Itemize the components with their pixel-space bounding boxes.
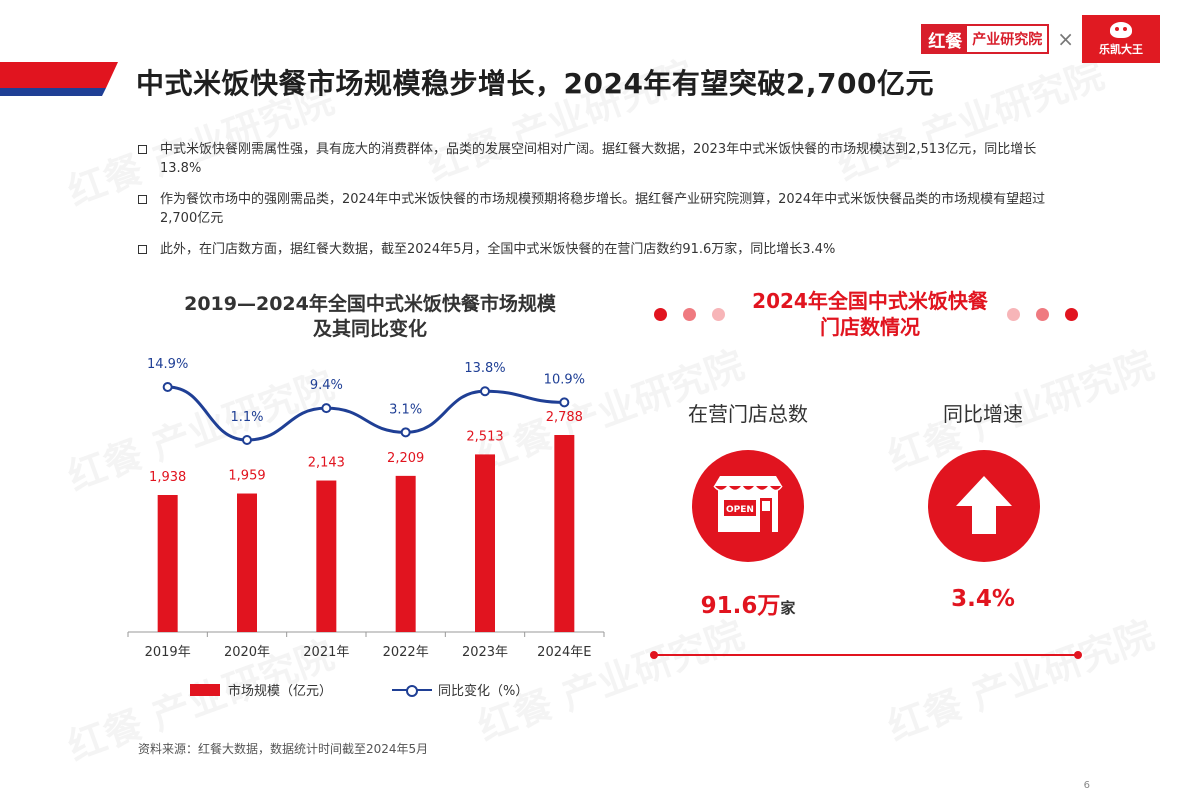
chart-title-line2: 及其同比变化 bbox=[312, 318, 427, 340]
hongcan-logo-text: 产业研究院 bbox=[972, 32, 1043, 48]
bullet-list: 中式米饭快餐刚需属性强，具有庞大的消费群体，品类的发展空间相对广阔。据红餐大数据… bbox=[138, 140, 1073, 271]
bullet-text: 作为餐饮市场中的强刚需品类，2024年中式米饭快餐的市场规模预期将稳步增长。据红… bbox=[160, 192, 1046, 226]
brand-logo: 乐凯大王 bbox=[1082, 15, 1160, 63]
bar bbox=[554, 435, 575, 632]
legend-line-swatch bbox=[392, 684, 433, 697]
bullet-text: 中式米饭快餐刚需属性强，具有庞大的消费群体，品类的发展空间相对广阔。据红餐大数据… bbox=[160, 142, 1037, 176]
bar-value-label: 2,788 bbox=[546, 410, 583, 425]
decor-dot bbox=[712, 308, 725, 321]
yoy-point bbox=[400, 427, 411, 438]
legend-bar-label: 市场规模（亿元） bbox=[228, 684, 333, 699]
x-tick-label: 2019年 bbox=[145, 645, 191, 660]
store-count-number: 91.6万 bbox=[700, 593, 781, 619]
market-size-chart: 1,938 2019年 1,959 2020年 2,143 2021年 2,209 2022年… bbox=[127, 357, 605, 660]
hongcan-logo: 红餐 产业研究院 bbox=[921, 24, 1050, 54]
yoy-point bbox=[242, 435, 252, 445]
yoy-point bbox=[162, 382, 173, 392]
hongcan-logo-mark: 红餐 bbox=[923, 26, 968, 52]
bar bbox=[475, 454, 495, 632]
watermark: 红餐 产业研究院 bbox=[879, 604, 1160, 751]
yoy-value-label: 13.8% bbox=[464, 361, 505, 376]
decor-dots-left bbox=[654, 308, 741, 321]
bar-value-label: 1,959 bbox=[228, 469, 265, 484]
brand-mascot-icon bbox=[1110, 21, 1132, 38]
yoy-line bbox=[167, 385, 565, 442]
logo-separator: × bbox=[1057, 27, 1074, 51]
bar-value-label: 2,209 bbox=[387, 451, 424, 466]
page-title: 中式米饭快餐市场规模稳步增长，2024年有望突破2,700亿元 bbox=[136, 67, 934, 100]
x-tick-label: 2021年 bbox=[303, 645, 349, 660]
bar-value-label: 2,143 bbox=[308, 456, 345, 471]
growth-value: 3.4% bbox=[951, 586, 1015, 612]
yoy-point bbox=[480, 386, 490, 397]
arrow-up-icon bbox=[956, 476, 1012, 534]
chart-title-line1: 2019—2024年全国中式米饭快餐市场规模 bbox=[184, 293, 556, 315]
yoy-value-label: 14.9% bbox=[147, 357, 188, 372]
store-count-label: 在营门店总数 bbox=[688, 402, 808, 426]
decor-dot bbox=[683, 308, 696, 321]
bullet-item: 作为餐饮市场中的强刚需品类，2024年中式米饭快餐的市场规模预期将稳步增长。据红… bbox=[138, 190, 1073, 228]
bullet-square-icon bbox=[138, 145, 147, 154]
yoy-point bbox=[559, 397, 570, 408]
yoy-value-label: 1.1% bbox=[230, 410, 263, 425]
bullet-item: 此外，在门店数方面，据红餐大数据，截至2024年5月，全国中式米饭快餐的在营门店… bbox=[138, 240, 1073, 259]
store-count-unit: 家 bbox=[780, 599, 796, 617]
yoy-point bbox=[321, 403, 332, 414]
open-sign: OPEN bbox=[726, 505, 754, 515]
decor-dot bbox=[1065, 308, 1078, 321]
legend-bar-swatch bbox=[190, 683, 220, 696]
bullet-item: 中式米饭快餐刚需属性强，具有庞大的消费群体，品类的发展空间相对广阔。据红餐大数据… bbox=[138, 140, 1073, 178]
logo-group: 红餐 产业研究院 × 乐凯大王 bbox=[921, 15, 1160, 63]
growth-label: 同比增速 bbox=[943, 402, 1023, 426]
x-tick-label: 2023年 bbox=[462, 645, 508, 660]
store-title-line1: 2024年全国中式米饭快餐 bbox=[752, 289, 988, 313]
bar bbox=[157, 495, 178, 632]
bar bbox=[316, 480, 337, 632]
x-tick-label: 2022年 bbox=[383, 645, 429, 660]
decor-dot bbox=[1007, 308, 1020, 321]
decor-dots-right bbox=[1007, 308, 1078, 321]
decor-dot bbox=[654, 308, 667, 321]
store-circle: OPEN bbox=[692, 450, 804, 562]
storefront-icon: OPEN bbox=[713, 476, 783, 532]
bar-value-label: 1,938 bbox=[149, 470, 186, 485]
title-accent-bar bbox=[0, 62, 118, 96]
store-title-line2: 门店数情况 bbox=[820, 315, 920, 339]
store-count-value: 91.6万家 bbox=[648, 586, 848, 620]
bullet-text: 此外，在门店数方面，据红餐大数据，截至2024年5月，全国中式米饭快餐的在营门店… bbox=[160, 242, 836, 257]
yoy-value-label: 3.1% bbox=[389, 402, 422, 417]
divider-line bbox=[650, 651, 1082, 659]
chart-title: 2019—2024年全国中式米饭快餐市场规模 及其同比变化 bbox=[130, 292, 610, 342]
yoy-value-label: 9.4% bbox=[310, 378, 343, 393]
bullet-square-icon bbox=[138, 245, 147, 254]
page-number: 6 bbox=[1083, 780, 1090, 791]
x-tick-label: 2024年E bbox=[537, 645, 591, 660]
bar-value-label: 2,513 bbox=[466, 429, 503, 444]
legend-line-label: 同比变化（%） bbox=[438, 684, 529, 699]
decor-dot bbox=[1036, 308, 1049, 321]
yoy-value-label: 10.9% bbox=[544, 372, 585, 387]
x-tick-label: 2020年 bbox=[224, 645, 270, 660]
growth-circle bbox=[928, 450, 1040, 562]
bar bbox=[237, 493, 257, 632]
brand-logo-text: 乐凯大王 bbox=[1099, 42, 1143, 56]
bullet-square-icon bbox=[138, 195, 147, 204]
store-panel-title: 2024年全国中式米饭快餐 门店数情况 bbox=[700, 288, 1040, 340]
source-note: 资料来源：红餐大数据，数据统计时间截至2024年5月 bbox=[138, 742, 429, 756]
bar bbox=[395, 475, 416, 632]
chart-legend: 市场规模（亿元） 同比变化（%） bbox=[190, 680, 528, 699]
